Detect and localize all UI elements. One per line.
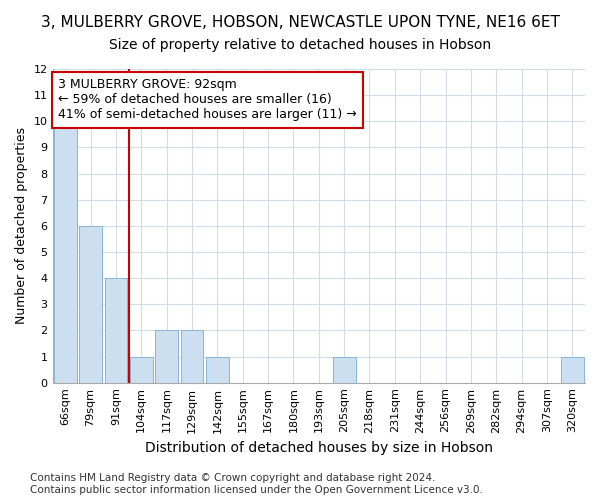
Text: Size of property relative to detached houses in Hobson: Size of property relative to detached ho… bbox=[109, 38, 491, 52]
Bar bbox=[79, 226, 102, 382]
Y-axis label: Number of detached properties: Number of detached properties bbox=[15, 128, 28, 324]
Bar bbox=[54, 122, 77, 382]
X-axis label: Distribution of detached houses by size in Hobson: Distribution of detached houses by size … bbox=[145, 441, 493, 455]
Bar bbox=[130, 356, 152, 382]
Bar bbox=[206, 356, 229, 382]
Bar bbox=[104, 278, 127, 382]
Text: 3 MULBERRY GROVE: 92sqm
← 59% of detached houses are smaller (16)
41% of semi-de: 3 MULBERRY GROVE: 92sqm ← 59% of detache… bbox=[58, 78, 356, 122]
Bar bbox=[333, 356, 356, 382]
Bar bbox=[561, 356, 584, 382]
Bar bbox=[155, 330, 178, 382]
Bar bbox=[181, 330, 203, 382]
Text: 3, MULBERRY GROVE, HOBSON, NEWCASTLE UPON TYNE, NE16 6ET: 3, MULBERRY GROVE, HOBSON, NEWCASTLE UPO… bbox=[41, 15, 559, 30]
Text: Contains HM Land Registry data © Crown copyright and database right 2024.
Contai: Contains HM Land Registry data © Crown c… bbox=[30, 474, 483, 495]
